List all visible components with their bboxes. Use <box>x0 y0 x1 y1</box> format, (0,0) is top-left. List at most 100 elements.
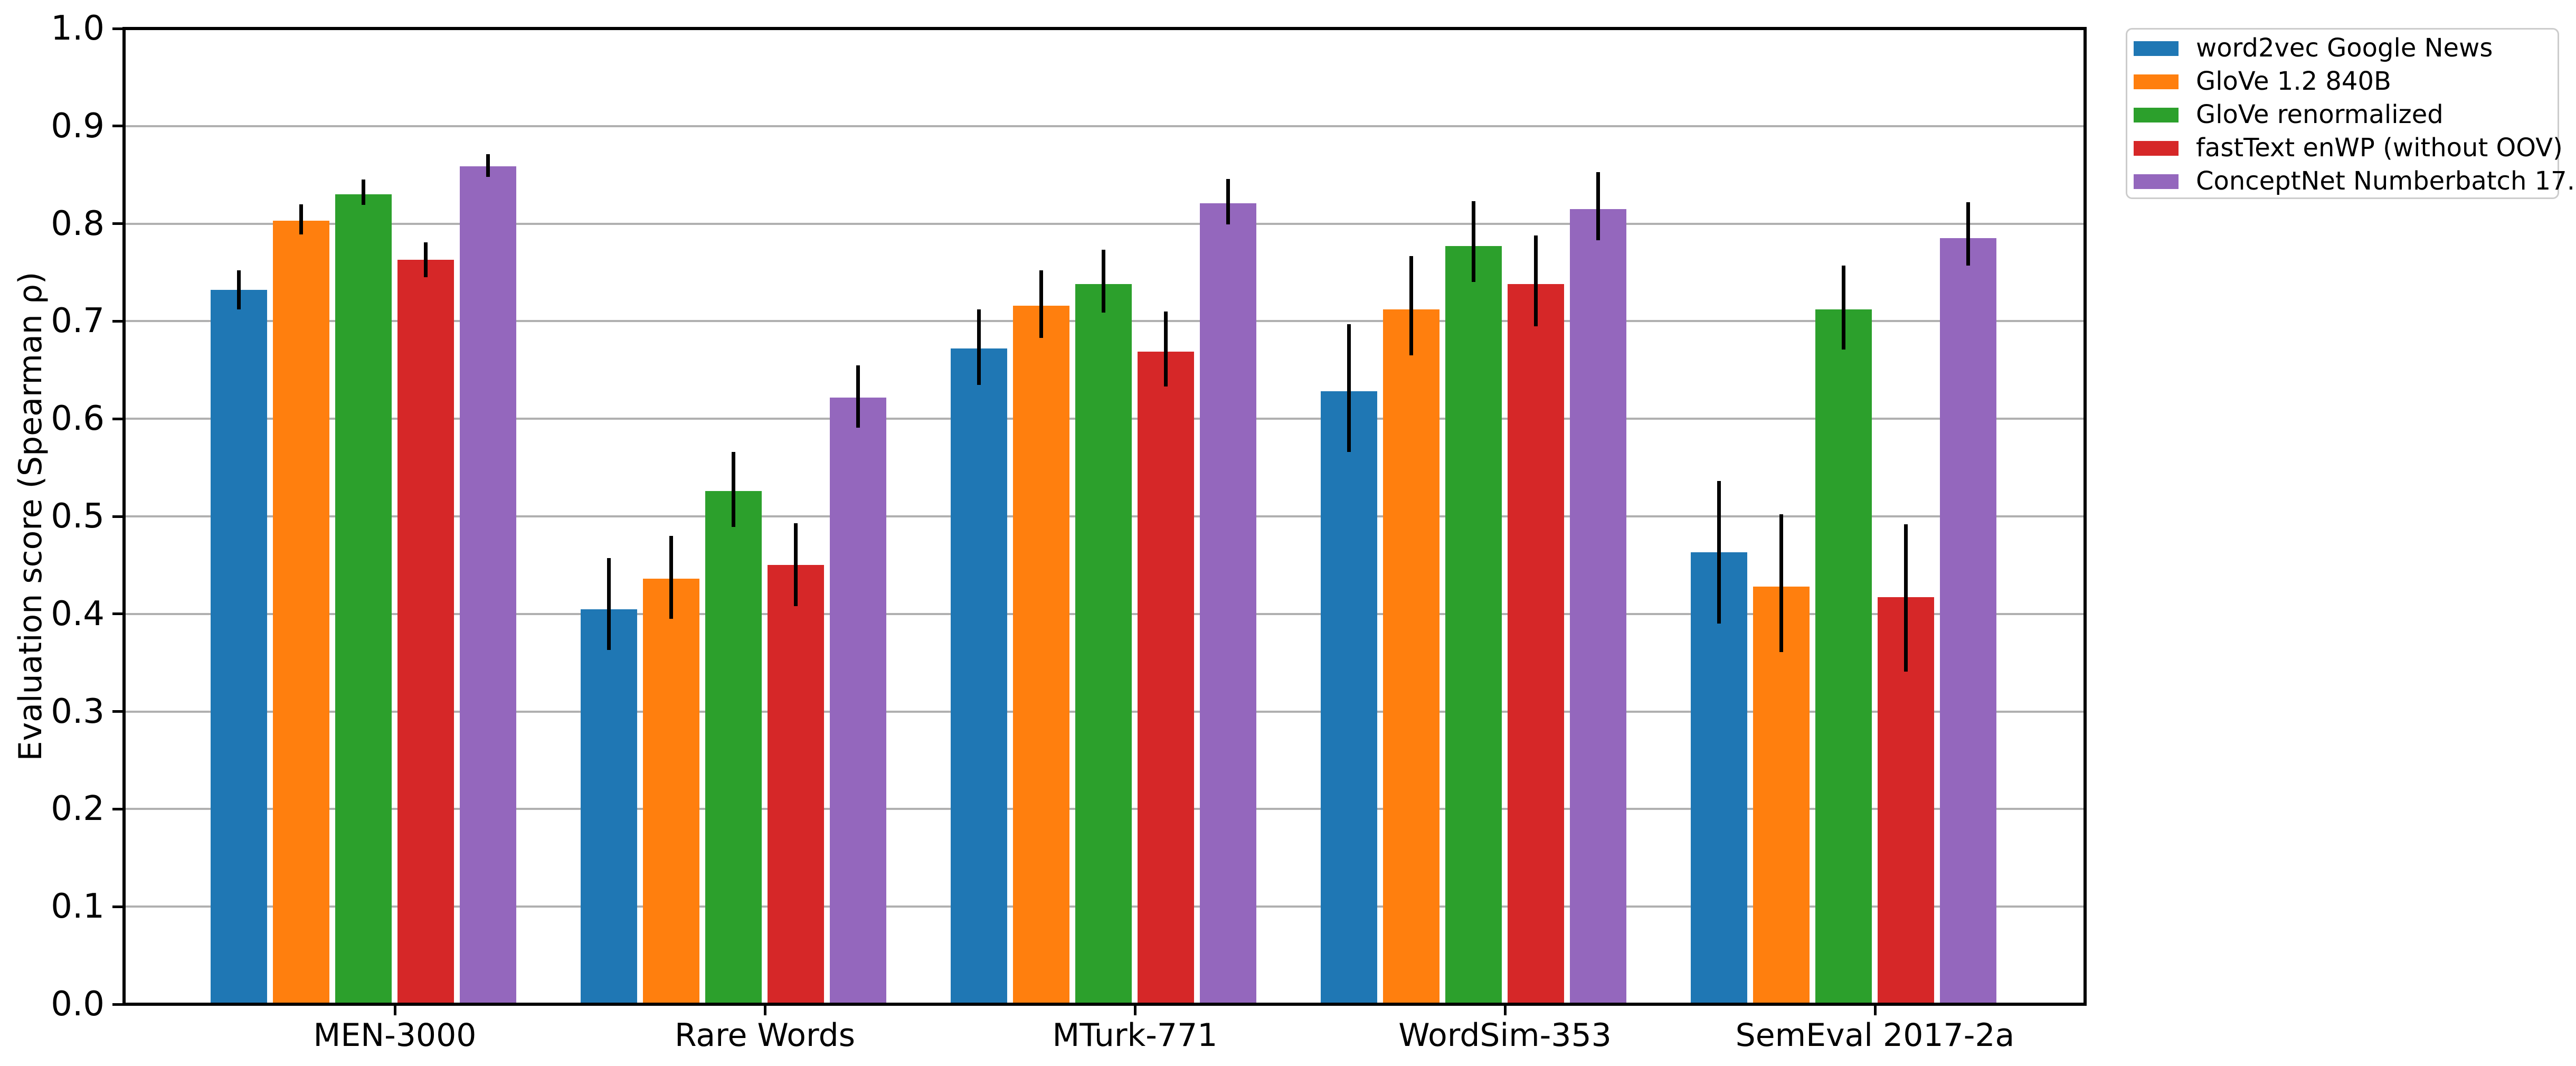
bar-conceptnet-numberbatch-17-04-mturk-771 <box>1200 203 1256 1004</box>
legend-item-glove-renormalized: GloVe renormalized <box>2127 98 2558 131</box>
x-tick-mark-mturk-771 <box>1133 1006 1137 1015</box>
legend-item-glove-1-2-840b: GloVe 1.2 840B <box>2127 65 2558 98</box>
y-tick-label-0.6: 0.6 <box>51 399 105 439</box>
bar-word2vec-google-news-men-3000 <box>211 290 267 1004</box>
legend-swatch-fasttext-enwp-without-oov <box>2134 140 2179 156</box>
x-tick-label-semeval-2017-2a: SemEval 2017-2a <box>1735 1017 2015 1054</box>
errorbar-glove-renormalized-semeval-2017-2a <box>1842 266 1845 350</box>
bar-glove-1-2-840b-mturk-771 <box>1013 305 1069 1004</box>
bar-glove-1-2-840b-men-3000 <box>273 221 329 1004</box>
bar-glove-renormalized-wordsim-353 <box>1445 246 1502 1004</box>
errorbar-fasttext-enwp-without-oov-semeval-2017-2a <box>1904 524 1908 672</box>
y-tick-mark-0.5 <box>112 515 124 518</box>
bar-glove-renormalized-rare-words <box>705 490 762 1004</box>
y-tick-mark-0.4 <box>112 612 124 616</box>
errorbar-word2vec-google-news-men-3000 <box>237 270 241 310</box>
y-tick-label-0.7: 0.7 <box>51 301 105 341</box>
y-tick-mark-0.3 <box>112 710 124 713</box>
bar-glove-1-2-840b-wordsim-353 <box>1383 309 1439 1004</box>
bar-conceptnet-numberbatch-17-04-rare-words <box>830 397 886 1004</box>
errorbar-glove-renormalized-men-3000 <box>362 180 365 205</box>
legend-item-conceptnet-numberbatch-17-04: ConceptNet Numberbatch 17.04 <box>2127 165 2576 198</box>
y-tick-mark-0.0 <box>112 1003 124 1006</box>
bar-conceptnet-numberbatch-17-04-semeval-2017-2a <box>1940 238 1996 1004</box>
errorbar-conceptnet-numberbatch-17-04-rare-words <box>856 365 860 428</box>
x-tick-label-mturk-771: MTurk-771 <box>1052 1017 1218 1054</box>
bar-fasttext-enwp-without-oov-wordsim-353 <box>1508 284 1564 1004</box>
y-tick-mark-1.0 <box>112 27 124 30</box>
legend-swatch-glove-1-2-840b <box>2134 74 2179 89</box>
legend-swatch-word2vec-google-news <box>2134 41 2179 56</box>
y-tick-label-0.0: 0.0 <box>51 985 105 1024</box>
y-tick-mark-0.6 <box>112 417 124 420</box>
y-tick-mark-0.2 <box>112 807 124 810</box>
y-tick-label-1.0: 1.0 <box>51 9 105 48</box>
errorbar-glove-1-2-840b-wordsim-353 <box>1409 256 1413 356</box>
bar-fasttext-enwp-without-oov-rare-words <box>768 565 824 1004</box>
x-tick-label-wordsim-353: WordSim-353 <box>1398 1017 1612 1054</box>
y-tick-label-0.8: 0.8 <box>51 204 105 243</box>
bar-glove-renormalized-mturk-771 <box>1075 284 1132 1004</box>
bar-conceptnet-numberbatch-17-04-wordsim-353 <box>1570 209 1626 1004</box>
errorbar-glove-renormalized-mturk-771 <box>1102 250 1105 313</box>
bar-glove-renormalized-semeval-2017-2a <box>1815 309 1872 1004</box>
legend-label-word2vec-google-news: word2vec Google News <box>2196 33 2493 63</box>
errorbar-conceptnet-numberbatch-17-04-semeval-2017-2a <box>1966 202 1970 266</box>
legend-item-fasttext-enwp-without-oov: fastText enWP (without OOV) <box>2127 131 2563 165</box>
errorbar-conceptnet-numberbatch-17-04-men-3000 <box>486 154 490 177</box>
errorbar-fasttext-enwp-without-oov-wordsim-353 <box>1534 235 1538 326</box>
x-tick-label-rare-words: Rare Words <box>675 1017 855 1054</box>
y-axis-label: Evaluation score (Spearman ρ) <box>12 271 49 761</box>
y-tick-mark-0.7 <box>112 319 124 323</box>
legend-item-word2vec-google-news: word2vec Google News <box>2127 32 2558 65</box>
x-tick-label-men-3000: MEN-3000 <box>313 1017 477 1054</box>
errorbar-word2vec-google-news-wordsim-353 <box>1347 324 1351 452</box>
gridline-0.8 <box>124 222 2085 225</box>
errorbar-glove-renormalized-rare-words <box>732 452 735 527</box>
y-tick-mark-0.1 <box>112 905 124 908</box>
errorbar-fasttext-enwp-without-oov-men-3000 <box>424 242 428 278</box>
bar-word2vec-google-news-wordsim-353 <box>1321 391 1377 1004</box>
y-tick-mark-0.9 <box>112 125 124 128</box>
errorbar-glove-renormalized-wordsim-353 <box>1472 201 1475 282</box>
bar-glove-renormalized-men-3000 <box>335 194 392 1004</box>
errorbar-conceptnet-numberbatch-17-04-mturk-771 <box>1226 178 1230 225</box>
bar-word2vec-google-news-rare-words <box>581 609 637 1004</box>
y-tick-label-0.4: 0.4 <box>51 594 105 634</box>
errorbar-glove-1-2-840b-mturk-771 <box>1039 270 1043 338</box>
bar-glove-1-2-840b-rare-words <box>643 579 699 1004</box>
errorbar-glove-1-2-840b-rare-words <box>669 535 673 619</box>
errorbar-conceptnet-numberbatch-17-04-wordsim-353 <box>1596 172 1600 240</box>
legend-swatch-conceptnet-numberbatch-17-04 <box>2134 174 2179 189</box>
bar-fasttext-enwp-without-oov-mturk-771 <box>1138 351 1194 1004</box>
x-tick-mark-wordsim-353 <box>1503 1006 1507 1015</box>
errorbar-word2vec-google-news-semeval-2017-2a <box>1717 481 1721 624</box>
legend-label-glove-1-2-840b: GloVe 1.2 840B <box>2196 67 2391 96</box>
x-tick-mark-semeval-2017-2a <box>1873 1006 1877 1015</box>
y-tick-label-0.5: 0.5 <box>51 497 105 536</box>
bar-word2vec-google-news-mturk-771 <box>951 348 1007 1004</box>
legend-label-fasttext-enwp-without-oov: fastText enWP (without OOV) <box>2196 133 2563 163</box>
errorbar-fasttext-enwp-without-oov-rare-words <box>794 523 798 606</box>
errorbar-fasttext-enwp-without-oov-mturk-771 <box>1164 311 1168 387</box>
legend-label-glove-renormalized: GloVe renormalized <box>2196 100 2444 129</box>
errorbar-glove-1-2-840b-semeval-2017-2a <box>1779 514 1783 652</box>
y-tick-label-0.1: 0.1 <box>51 887 105 927</box>
bar-glove-1-2-840b-semeval-2017-2a <box>1753 587 1810 1004</box>
bar-word2vec-google-news-semeval-2017-2a <box>1691 552 1747 1004</box>
errorbar-word2vec-google-news-mturk-771 <box>977 309 981 385</box>
errorbar-word2vec-google-news-rare-words <box>607 558 611 650</box>
y-tick-label-0.3: 0.3 <box>51 692 105 731</box>
legend-label-conceptnet-numberbatch-17-04: ConceptNet Numberbatch 17.04 <box>2196 166 2576 196</box>
x-tick-mark-rare-words <box>763 1006 766 1015</box>
y-tick-mark-0.8 <box>112 222 124 225</box>
errorbar-glove-1-2-840b-men-3000 <box>299 204 303 234</box>
y-tick-label-0.9: 0.9 <box>51 106 105 146</box>
bar-fasttext-enwp-without-oov-men-3000 <box>397 259 454 1004</box>
plot-area <box>124 29 2085 1004</box>
bar-conceptnet-numberbatch-17-04-men-3000 <box>460 166 516 1004</box>
legend: word2vec Google News GloVe 1.2 840B GloVe … <box>2126 28 2576 199</box>
y-tick-label-0.2: 0.2 <box>51 789 105 829</box>
x-tick-mark-men-3000 <box>393 1006 396 1015</box>
